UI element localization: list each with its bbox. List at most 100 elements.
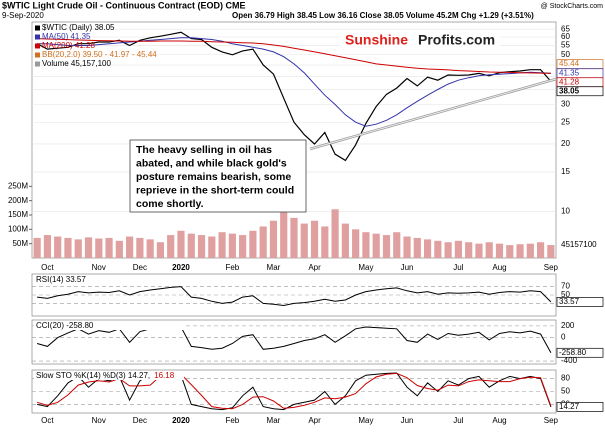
- x-tick-label: Jul: [453, 263, 463, 272]
- x-tick-label: Mar: [267, 416, 281, 425]
- panel-label: CCI(20) -258.80: [36, 321, 94, 330]
- volume-bar: [64, 237, 72, 258]
- x-tick-label: Oct: [41, 263, 54, 272]
- legend-label: MA(200) 41.28: [42, 41, 95, 50]
- annotation-line: reprieve in the short-term could: [136, 184, 294, 196]
- volume-bar: [280, 212, 288, 258]
- volume-bar: [269, 220, 278, 258]
- volume-bar: [475, 243, 483, 258]
- volume-bar: [506, 245, 514, 258]
- y-tick-label: 80: [561, 374, 570, 383]
- x-tick-label: Dec: [133, 263, 147, 272]
- volume-bar: [197, 235, 206, 258]
- volume-bar: [362, 232, 370, 258]
- series-line: [36, 372, 552, 411]
- value-tag: 45.44: [556, 59, 604, 69]
- source: @ StockCharts.com: [541, 3, 604, 10]
- volume-bar: [372, 233, 380, 258]
- y-tick-label: 50: [561, 50, 570, 59]
- volume-bar: [290, 217, 298, 258]
- x-tick-label: May: [358, 263, 373, 272]
- panel-label-bg: [34, 321, 184, 330]
- volume-bar: [43, 235, 52, 258]
- x-tick-label: Jun: [401, 263, 414, 272]
- panel-label-extra: 16.18: [154, 371, 175, 380]
- value-tag-label: 41.35: [559, 68, 580, 77]
- series-line: [36, 31, 552, 162]
- value-tag: 33.57: [556, 297, 604, 307]
- volume-bar: [187, 233, 195, 258]
- volume-bar: [208, 236, 216, 258]
- x-tick-label: Feb: [225, 416, 239, 425]
- legend-label: MA(50) 41.35: [42, 32, 91, 41]
- value-tag: 38.05: [556, 86, 604, 97]
- legend-label: $WTIC (Daily) 38.05: [42, 23, 115, 32]
- volume-tick-label: 250M: [8, 181, 28, 190]
- volume-bar: [115, 240, 123, 258]
- volume-bar: [239, 235, 247, 258]
- y-tick-label: 15: [561, 167, 570, 176]
- volume-tick-label: 200M: [8, 196, 28, 205]
- annotation-line: abated, and while black gold's: [136, 157, 287, 169]
- volume-bar: [526, 243, 534, 258]
- volume-bar: [54, 236, 62, 258]
- series-line: [37, 38, 551, 74]
- volume-bar: [310, 220, 319, 258]
- volume-bar: [403, 236, 411, 258]
- panel-label: RSI(14) 33.57: [36, 275, 86, 284]
- volume-tick-label: 150M: [8, 210, 28, 219]
- volume-bar: [382, 235, 391, 258]
- value-tag: 41.28: [556, 77, 604, 88]
- x-tick-label: Aug: [492, 416, 506, 425]
- y-tick-label: 55: [561, 41, 570, 50]
- x-tick-label: Apr: [308, 263, 321, 272]
- title: $WTIC Light Crude Oil - Continuous Contr…: [2, 0, 245, 10]
- volume-bar: [341, 223, 349, 258]
- x-tick-label: 2020: [172, 263, 190, 272]
- x-tick-label: 2020: [172, 416, 190, 425]
- volume-bar: [136, 237, 144, 258]
- volume-bar: [393, 232, 401, 258]
- panel-label-bg: [34, 275, 184, 284]
- x-tick-label: Dec: [133, 416, 147, 425]
- x-tick-label: Jun: [401, 416, 414, 425]
- volume-bar: [444, 242, 452, 258]
- y-tick-label: 0: [561, 333, 566, 342]
- volume-bar: [454, 240, 462, 258]
- y-tick-label: 65: [561, 24, 570, 33]
- value-tag: -258.80: [556, 347, 604, 358]
- x-tick-label: Sep: [544, 263, 559, 272]
- y-tick-label: 30: [561, 100, 570, 109]
- volume-bar: [167, 235, 175, 258]
- volume-bar: [536, 242, 545, 258]
- volume-bar: [156, 242, 165, 258]
- value-tag-label: 41.28: [559, 77, 580, 86]
- y-tick-label: 50: [561, 290, 570, 299]
- legend-swatch: [35, 52, 40, 58]
- logo-part2: Profits.com: [418, 32, 495, 48]
- volume-tick-label: 50M: [12, 239, 28, 248]
- panel-label: Slow STO %K(14) %D(3) 14.27,: [36, 371, 150, 380]
- support-line-inner: [309, 78, 557, 150]
- y-tick-label: 20: [561, 139, 570, 148]
- volume-bar: [423, 239, 432, 258]
- volume-bar: [413, 237, 421, 258]
- y-tick-label: 10: [561, 207, 570, 216]
- logo-part1: Sunshine: [345, 32, 408, 48]
- volume-bar: [352, 229, 360, 258]
- y-tick-label: -400: [561, 356, 578, 365]
- volume-bar: [249, 230, 257, 258]
- volume-bar: [259, 226, 267, 258]
- x-tick-label: Nov: [92, 416, 106, 425]
- volume-tick-label: 100M: [8, 224, 28, 233]
- value-tag-box: [556, 347, 604, 358]
- volume-bar: [331, 209, 339, 258]
- value-tag-label: 14.27: [559, 402, 580, 411]
- volume-bar: [465, 242, 473, 258]
- panel-label-bg: [34, 371, 184, 380]
- volume-bar: [126, 236, 134, 258]
- value-tag-box: [556, 297, 604, 307]
- value-tag: 14.27: [556, 402, 604, 412]
- value-tag-label: -258.80: [559, 348, 587, 357]
- legend-swatch: [35, 61, 40, 67]
